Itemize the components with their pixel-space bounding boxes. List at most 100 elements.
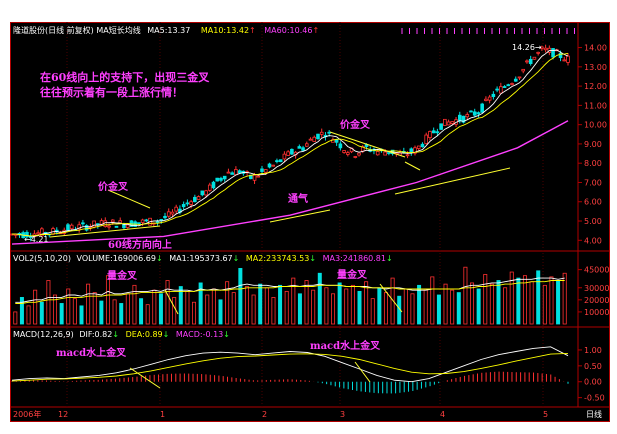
price-candle [144, 219, 149, 222]
trend-arrow [107, 189, 151, 209]
vol-params: VOL2(5,10,20) [13, 254, 71, 263]
price-candle [200, 190, 205, 196]
price-candle [540, 46, 544, 49]
volume-bar [556, 280, 561, 325]
volume-bar [476, 288, 481, 325]
volume-value: VOLUME:169006.69 [76, 254, 156, 263]
price-candle [413, 147, 417, 154]
price-candle [525, 60, 529, 63]
main-note-line2: 往往预示着有一段上涨行情！ [40, 86, 183, 99]
price-candle [174, 206, 178, 212]
volume-bar [443, 283, 448, 325]
price-candle [431, 130, 436, 134]
price-candle [211, 181, 216, 189]
price-candle [543, 47, 548, 51]
price-candle [66, 224, 70, 231]
price-candle [69, 224, 74, 230]
volume-bar [423, 289, 428, 325]
volume-bar [417, 284, 422, 325]
vol-ma3-arrow-icon: ↓ [385, 254, 393, 263]
volume-bar [251, 294, 256, 325]
trend-arrow [329, 131, 406, 158]
macd-params: MACD(12,26,9) [13, 330, 74, 339]
volume-bar [331, 293, 336, 325]
volume-bar [218, 299, 223, 325]
volume-bar [470, 282, 475, 325]
volume-bar [19, 297, 24, 325]
volume-bar [509, 271, 514, 325]
dea-value: DEA:0.89 [125, 330, 163, 339]
price-candle [170, 211, 175, 215]
price-candle [278, 159, 283, 163]
trend-arrow [269, 209, 331, 223]
volume-bar [516, 277, 521, 325]
macd-cross-pointer [129, 367, 161, 389]
trend-arrow [404, 161, 421, 171]
volume-bar [549, 276, 554, 325]
stock-chart-window[interactable]: 4.00 5.00 6.00 7.00 8.00 9.00 10.00 11.00 12.00 1… [10, 22, 610, 422]
macd-arrow-icon: ↓ [223, 330, 230, 339]
price-tick-label: 8.00 [584, 159, 602, 168]
ma60-value: MA60:10.46 [264, 26, 313, 35]
volume-bar [132, 284, 137, 325]
volume-bar [390, 277, 395, 325]
price-candle [334, 139, 339, 143]
price-candle [443, 118, 447, 126]
volume-bar [370, 298, 375, 325]
price-tick-label: 14.00 [584, 44, 607, 53]
volume-bar [297, 293, 302, 325]
price-candle [219, 177, 223, 181]
price-tick-label: 13.00 [584, 63, 607, 72]
price-candle [297, 146, 302, 149]
volume-bar [542, 284, 547, 325]
price-candle [215, 177, 220, 182]
dif-arrow-icon: ↓ [112, 330, 120, 339]
volume-bar [271, 297, 276, 325]
dea-line [11, 352, 569, 382]
volume-bar [357, 290, 362, 325]
period-label[interactable]: 日线 [586, 410, 602, 419]
volume-bar [66, 288, 71, 325]
volume-bar [278, 284, 283, 325]
volume-bar [139, 298, 144, 325]
volume-bar [105, 275, 110, 325]
volume-bar [211, 288, 216, 325]
vol-ma1-value: MA1:195373.67 [169, 254, 233, 263]
price-candle [375, 151, 380, 156]
price-candle [416, 145, 421, 149]
volume-bar [410, 293, 415, 325]
price-tick-label: 7.00 [584, 178, 602, 187]
volume-header: VOL2(5,10,20) VOLUME:169006.69 ↓ MA1:1953… [13, 254, 393, 264]
price-candle [185, 202, 190, 205]
price-candle [521, 68, 526, 72]
price-candle [226, 171, 231, 174]
price-candle [491, 93, 496, 98]
price-candle [166, 211, 171, 217]
volume-bar [258, 283, 263, 325]
price-candle [387, 152, 391, 154]
chart-canvas[interactable]: 4.005.006.007.008.009.0010.0011.0012.001… [10, 22, 610, 422]
volume-bar [46, 280, 51, 325]
price-candle [420, 143, 425, 148]
macd-value: MACD:-0.13 [175, 330, 224, 339]
ma60-arrow-icon: ↑ [312, 26, 320, 35]
price-candle [155, 221, 160, 224]
price-candle [357, 152, 361, 156]
ma10-arrow-icon: ↑ [249, 26, 256, 35]
volume-bar [192, 301, 197, 325]
volume-bar [529, 281, 534, 325]
price-candle [308, 138, 313, 141]
price-candle [465, 114, 470, 118]
macd-tick-label: -0.50 [584, 394, 605, 403]
price-candle [528, 58, 533, 64]
price-candle [472, 111, 477, 116]
price-candle [405, 154, 410, 157]
macd-tick-label: 1.00 [584, 346, 602, 355]
price-candle [189, 201, 193, 205]
ma5-value: MA5:13.37 [147, 26, 191, 35]
volume-tick-label: 45000 [584, 266, 609, 275]
price-candle [193, 196, 197, 203]
price-candle [271, 164, 276, 167]
volume-bar [172, 297, 177, 325]
x-label-3: 2 [262, 410, 268, 419]
